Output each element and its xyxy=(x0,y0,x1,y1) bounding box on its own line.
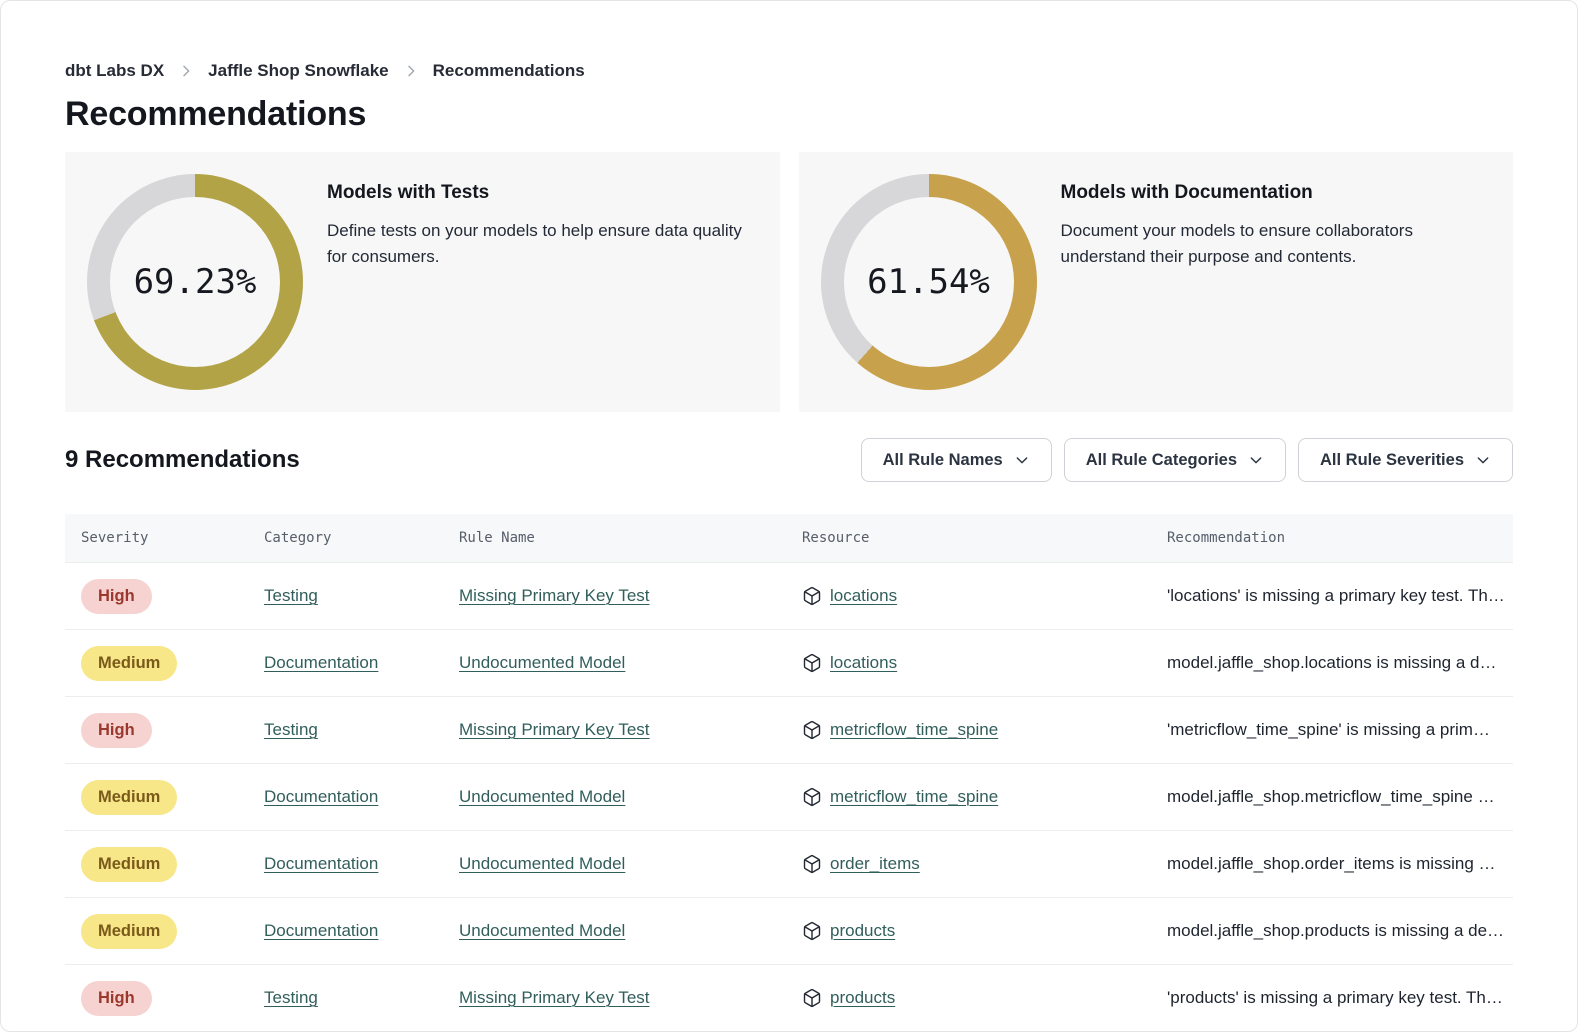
tests-card-title: Models with Tests xyxy=(327,182,758,204)
documentation-donut-chart: 61.54% xyxy=(821,174,1037,390)
recommendation-text: 'locations' is missing a primary key tes… xyxy=(1167,586,1513,606)
table-row: Medium Documentation Undocumented Model … xyxy=(65,629,1513,696)
severity-badge: Medium xyxy=(81,847,177,882)
box-icon xyxy=(802,787,822,807)
table-row: High Testing Missing Primary Key Test me… xyxy=(65,696,1513,763)
recommendation-text: model.jaffle_shop.metricflow_time_spine … xyxy=(1167,787,1513,807)
box-icon xyxy=(802,921,822,941)
category-link[interactable]: Documentation xyxy=(264,921,378,940)
table-row: Medium Documentation Undocumented Model … xyxy=(65,763,1513,830)
chevron-right-icon xyxy=(178,63,194,79)
app-window: dbt Labs DX Jaffle Shop Snowflake Recomm… xyxy=(0,0,1578,1032)
table-row: Medium Documentation Undocumented Model … xyxy=(65,897,1513,964)
documentation-card-title: Models with Documentation xyxy=(1061,182,1441,204)
breadcrumb-item-project[interactable]: Jaffle Shop Snowflake xyxy=(208,61,388,81)
models-with-tests-card: 69.23% Models with Tests Define tests on… xyxy=(65,152,780,412)
list-toolbar: 9 Recommendations All Rule Names All Rul… xyxy=(65,438,1513,482)
column-header-resource: Resource xyxy=(802,530,1167,546)
recommendations-page: dbt Labs DX Jaffle Shop Snowflake Recomm… xyxy=(1,1,1577,1032)
rule-severities-filter-dropdown[interactable]: All Rule Severities xyxy=(1298,438,1513,482)
table-header-row: Severity Category Rule Name Resource Rec… xyxy=(65,514,1513,562)
rule-names-filter-dropdown[interactable]: All Rule Names xyxy=(861,438,1052,482)
box-icon xyxy=(802,653,822,673)
severity-badge: High xyxy=(81,713,152,748)
rule-categories-filter-label: All Rule Categories xyxy=(1086,451,1237,470)
metric-cards: 69.23% Models with Tests Define tests on… xyxy=(65,152,1513,412)
documentation-percent-value: 61.54% xyxy=(867,262,990,302)
resource-link[interactable]: locations xyxy=(830,653,897,673)
severity-badge: High xyxy=(81,981,152,1016)
page-title: Recommendations xyxy=(65,95,1513,134)
column-header-recommendation: Recommendation xyxy=(1167,530,1513,546)
breadcrumb-item-current: Recommendations xyxy=(433,61,585,81)
rule-name-link[interactable]: Undocumented Model xyxy=(459,787,625,806)
rule-names-filter-label: All Rule Names xyxy=(883,451,1003,470)
recommendation-text: model.jaffle_shop.products is missing a … xyxy=(1167,921,1513,941)
recommendations-table: Severity Category Rule Name Resource Rec… xyxy=(65,514,1513,1032)
severity-badge: Medium xyxy=(81,914,177,949)
severity-badge: Medium xyxy=(81,646,177,681)
models-with-documentation-card: 61.54% Models with Documentation Documen… xyxy=(799,152,1514,412)
resource-link[interactable]: products xyxy=(830,988,895,1008)
category-link[interactable]: Documentation xyxy=(264,787,378,806)
resource-link[interactable]: metricflow_time_spine xyxy=(830,787,998,807)
breadcrumb: dbt Labs DX Jaffle Shop Snowflake Recomm… xyxy=(65,61,1513,81)
box-icon xyxy=(802,720,822,740)
category-link[interactable]: Documentation xyxy=(264,854,378,873)
category-link[interactable]: Testing xyxy=(264,586,318,605)
severity-badge: High xyxy=(81,579,152,614)
documentation-card-description: Document your models to ensure collabora… xyxy=(1061,218,1441,271)
resource-link[interactable]: products xyxy=(830,921,895,941)
documentation-card-text: Models with Documentation Document your … xyxy=(1061,174,1441,390)
resource-link[interactable]: order_items xyxy=(830,854,920,874)
breadcrumb-item-account[interactable]: dbt Labs DX xyxy=(65,61,164,81)
tests-percent-value: 69.23% xyxy=(134,262,257,302)
filter-group: All Rule Names All Rule Categories All R… xyxy=(861,438,1513,482)
category-link[interactable]: Testing xyxy=(264,720,318,739)
chevron-down-icon xyxy=(1475,452,1491,468)
recommendations-count: 9 Recommendations xyxy=(65,446,300,474)
recommendation-text: 'products' is missing a primary key test… xyxy=(1167,988,1513,1008)
category-link[interactable]: Documentation xyxy=(264,653,378,672)
tests-card-description: Define tests on your models to help ensu… xyxy=(327,218,758,271)
table-row: Medium Documentation Undocumented Model … xyxy=(65,830,1513,897)
tests-card-text: Models with Tests Define tests on your m… xyxy=(327,174,758,390)
box-icon xyxy=(802,586,822,606)
recommendation-text: model.jaffle_shop.locations is missing a… xyxy=(1167,653,1513,673)
box-icon xyxy=(802,854,822,874)
rule-severities-filter-label: All Rule Severities xyxy=(1320,451,1464,470)
chevron-down-icon xyxy=(1248,452,1264,468)
chevron-down-icon xyxy=(1014,452,1030,468)
table-row: High Testing Missing Primary Key Test lo… xyxy=(65,562,1513,629)
resource-link[interactable]: metricflow_time_spine xyxy=(830,720,998,740)
column-header-category: Category xyxy=(264,530,459,546)
recommendation-text: model.jaffle_shop.order_items is missing… xyxy=(1167,854,1513,874)
chevron-right-icon xyxy=(403,63,419,79)
rule-name-link[interactable]: Undocumented Model xyxy=(459,653,625,672)
category-link[interactable]: Testing xyxy=(264,988,318,1007)
column-header-rule-name: Rule Name xyxy=(459,530,802,546)
rule-name-link[interactable]: Missing Primary Key Test xyxy=(459,988,650,1007)
rule-categories-filter-dropdown[interactable]: All Rule Categories xyxy=(1064,438,1286,482)
table-row: High Testing Missing Primary Key Test pr… xyxy=(65,964,1513,1031)
box-icon xyxy=(802,988,822,1008)
resource-link[interactable]: locations xyxy=(830,586,897,606)
rule-name-link[interactable]: Missing Primary Key Test xyxy=(459,586,650,605)
rule-name-link[interactable]: Undocumented Model xyxy=(459,921,625,940)
column-header-severity: Severity xyxy=(81,530,264,546)
severity-badge: Medium xyxy=(81,780,177,815)
recommendation-text: 'metricflow_time_spine' is missing a pri… xyxy=(1167,720,1513,740)
tests-donut-chart: 69.23% xyxy=(87,174,303,390)
rule-name-link[interactable]: Missing Primary Key Test xyxy=(459,720,650,739)
rule-name-link[interactable]: Undocumented Model xyxy=(459,854,625,873)
